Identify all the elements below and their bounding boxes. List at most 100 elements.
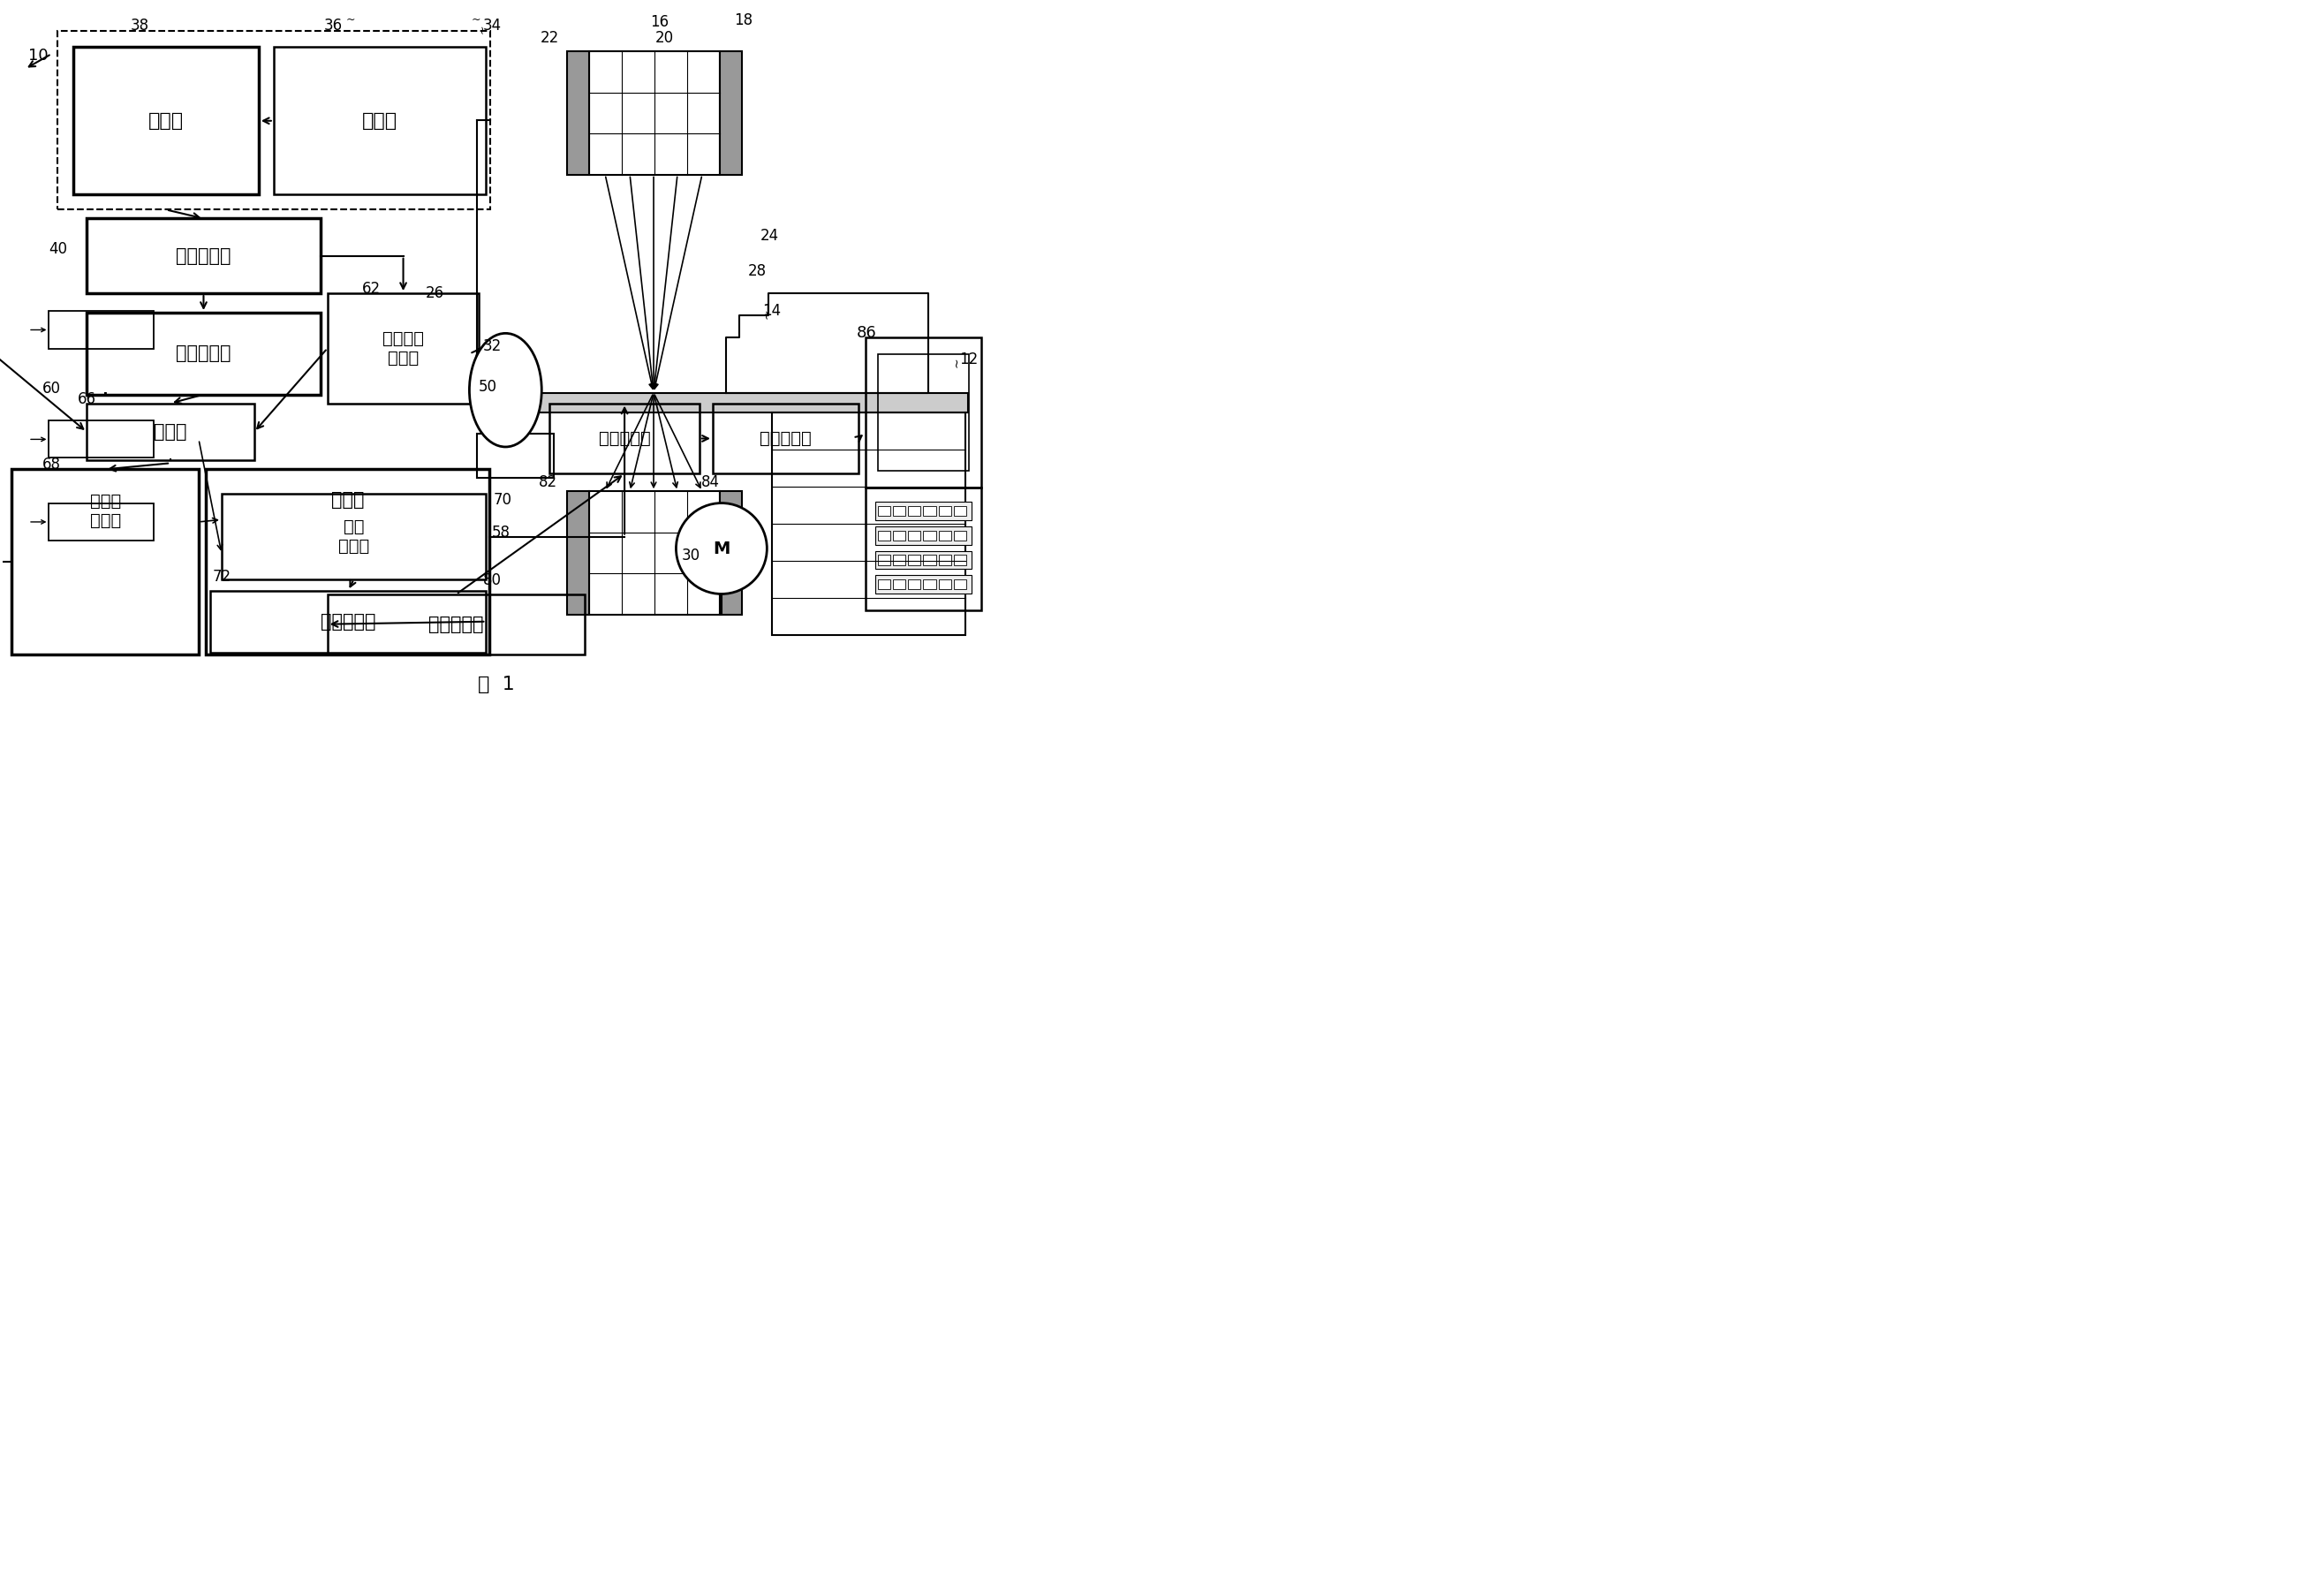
Bar	[877, 501, 971, 520]
Text: 12: 12	[960, 351, 978, 367]
Text: 20: 20	[655, 30, 674, 46]
Bar	[221, 493, 487, 579]
Text: 66: 66	[78, 391, 97, 407]
Text: 图  1: 图 1	[478, 677, 514, 694]
Bar	[877, 506, 891, 516]
Bar	[88, 404, 254, 461]
Text: 同步器: 同步器	[332, 492, 365, 509]
Bar	[478, 393, 969, 412]
Text: 34: 34	[482, 18, 501, 34]
Text: 分类器: 分类器	[155, 423, 187, 440]
Text: 图像存储器: 图像存储器	[598, 429, 651, 447]
Bar	[909, 530, 920, 541]
Bar	[205, 469, 489, 654]
Bar	[953, 530, 967, 541]
Bar	[939, 579, 950, 589]
Bar	[939, 530, 950, 541]
Text: 86: 86	[856, 326, 877, 342]
Bar	[58, 30, 491, 209]
Bar	[877, 530, 891, 541]
Text: ~: ~	[761, 308, 773, 319]
Text: M: M	[713, 539, 729, 557]
Text: 数据存储器: 数据存储器	[175, 247, 231, 265]
Bar	[568, 492, 588, 614]
Text: 72: 72	[212, 568, 231, 584]
Text: 62: 62	[362, 281, 381, 297]
Text: 70: 70	[494, 492, 512, 508]
Text: ~: ~	[346, 14, 355, 26]
Text: 30: 30	[681, 547, 699, 563]
Text: 26: 26	[427, 286, 445, 302]
Bar	[588, 51, 720, 174]
Bar	[48, 421, 152, 458]
Text: 50: 50	[478, 378, 496, 394]
Bar	[713, 404, 858, 474]
Bar	[865, 337, 980, 487]
Bar	[923, 579, 937, 589]
Bar	[328, 294, 480, 404]
Bar	[877, 527, 971, 544]
Bar	[328, 594, 586, 654]
Text: 一致性: 一致性	[362, 112, 397, 129]
Bar	[909, 555, 920, 565]
Bar	[88, 313, 321, 394]
Text: 视频处理器: 视频处理器	[759, 429, 812, 447]
Text: 采样序列
选择器: 采样序列 选择器	[383, 330, 424, 367]
Bar	[939, 555, 950, 565]
Circle shape	[676, 503, 766, 594]
Bar	[865, 487, 980, 610]
Bar	[877, 551, 971, 570]
Text: 40: 40	[48, 241, 67, 257]
Text: 32: 32	[482, 338, 501, 354]
Bar	[48, 311, 152, 348]
Text: 基准点处理: 基准点处理	[175, 345, 231, 362]
Text: ·: ·	[102, 383, 108, 409]
Bar	[877, 555, 891, 565]
Text: 82: 82	[538, 474, 558, 490]
Text: 60: 60	[42, 380, 60, 396]
Bar	[549, 404, 699, 474]
Text: 16: 16	[651, 14, 669, 30]
Bar	[953, 579, 967, 589]
Bar	[893, 555, 904, 565]
Bar	[877, 575, 971, 594]
Bar	[893, 579, 904, 589]
Text: 重建处理器: 重建处理器	[429, 616, 484, 634]
Bar	[478, 434, 554, 479]
Bar	[588, 492, 720, 614]
Text: 外推线: 外推线	[148, 112, 185, 129]
Text: 24: 24	[761, 228, 780, 244]
Text: 22: 22	[540, 30, 558, 46]
Text: 数据组
存储器: 数据组 存储器	[90, 493, 120, 528]
Text: 缩放处理器: 缩放处理器	[321, 613, 376, 630]
Bar	[74, 46, 258, 195]
Text: ~: ~	[471, 14, 480, 26]
Bar	[953, 506, 967, 516]
Text: 28: 28	[747, 263, 766, 279]
Bar	[953, 555, 967, 565]
Bar	[877, 579, 891, 589]
Bar	[720, 51, 743, 174]
Text: 10: 10	[28, 48, 48, 64]
Bar	[877, 354, 969, 471]
Text: 68: 68	[42, 456, 60, 472]
Bar	[893, 530, 904, 541]
Bar	[720, 492, 743, 614]
Text: 36: 36	[325, 18, 344, 34]
Bar	[909, 506, 920, 516]
Bar	[12, 469, 198, 654]
Bar	[275, 46, 487, 195]
Text: 84: 84	[701, 474, 720, 490]
Bar	[923, 555, 937, 565]
Bar	[773, 412, 967, 635]
Bar	[923, 530, 937, 541]
Bar	[48, 503, 152, 541]
Ellipse shape	[468, 334, 542, 447]
Text: ~: ~	[475, 24, 487, 34]
Bar	[923, 506, 937, 516]
Bar	[210, 591, 487, 653]
Bar	[568, 51, 588, 174]
Bar	[939, 506, 950, 516]
Text: 14: 14	[761, 303, 782, 319]
Bar	[893, 506, 904, 516]
